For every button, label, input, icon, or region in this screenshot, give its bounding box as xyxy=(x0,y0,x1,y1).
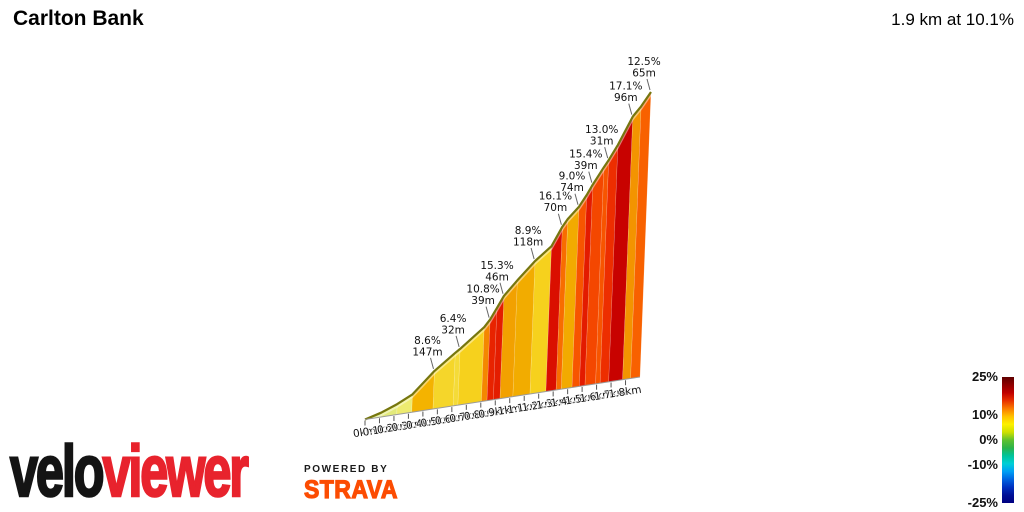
legend-tick-label: 10% xyxy=(971,407,998,422)
label-leader-line xyxy=(628,103,633,115)
label-leader-line xyxy=(604,146,609,159)
page-title: Carlton Bank xyxy=(13,7,144,30)
gradient-legend-bar xyxy=(1002,377,1014,503)
label-leader-line xyxy=(588,171,593,183)
strava-wordmark: STRAVA xyxy=(303,476,398,504)
x-axis-label: 0.6km xyxy=(434,411,468,428)
label-leader-line xyxy=(499,282,504,294)
label-leader-line xyxy=(455,335,460,348)
x-axis-label: 0.8km xyxy=(463,406,497,423)
veloviewer-logo[interactable]: veloviewer xyxy=(9,435,250,510)
label-leader-line xyxy=(430,357,434,370)
profile-top-highlight xyxy=(364,94,652,424)
segment-label: 15.4% 39m xyxy=(569,149,602,173)
segment-label: 16.1% 70m xyxy=(539,191,572,215)
label-leader-line xyxy=(574,193,579,205)
segment-label: 8.6% 147m xyxy=(412,335,442,359)
label-leader-line xyxy=(646,78,651,91)
veloviewer-logo-velo: velo xyxy=(9,432,105,512)
powered-by-label: POWERED BY xyxy=(304,464,389,475)
label-leader-line xyxy=(557,213,562,225)
x-axis-label: 0km xyxy=(352,425,377,440)
segment-label: 10.8% 39m xyxy=(466,284,499,308)
legend-tick-label: 25% xyxy=(971,369,998,384)
legend-tick-label: -10% xyxy=(967,457,998,472)
climb-summary: 1.9 km at 10.1% xyxy=(891,10,1014,29)
segment-label: 8.9% 118m xyxy=(513,225,543,249)
strava-logo[interactable]: POWERED BY STRAVA xyxy=(303,464,406,504)
x-axis-line xyxy=(364,376,641,420)
segment-label: 6.4% 32m xyxy=(440,313,467,337)
x-axis-label: 1.8km xyxy=(608,384,642,401)
legend-tick-label: -25% xyxy=(967,495,998,510)
segment-label: 12.5% 65m xyxy=(627,56,660,80)
label-leader-line xyxy=(485,306,490,318)
profile-top-edge xyxy=(364,91,652,421)
veloviewer-logo-viewer: viewer xyxy=(102,432,250,512)
segment-label: 13.0% 31m xyxy=(585,124,618,148)
label-leader-line xyxy=(530,247,535,260)
x-axis-label: 1km xyxy=(497,402,522,417)
segment-label: 9.0% 74m xyxy=(559,171,586,195)
segment-label: 15.3% 46m xyxy=(480,260,513,284)
legend-tick-label: 0% xyxy=(979,432,998,447)
segment-label: 17.1% 96m xyxy=(609,81,642,105)
